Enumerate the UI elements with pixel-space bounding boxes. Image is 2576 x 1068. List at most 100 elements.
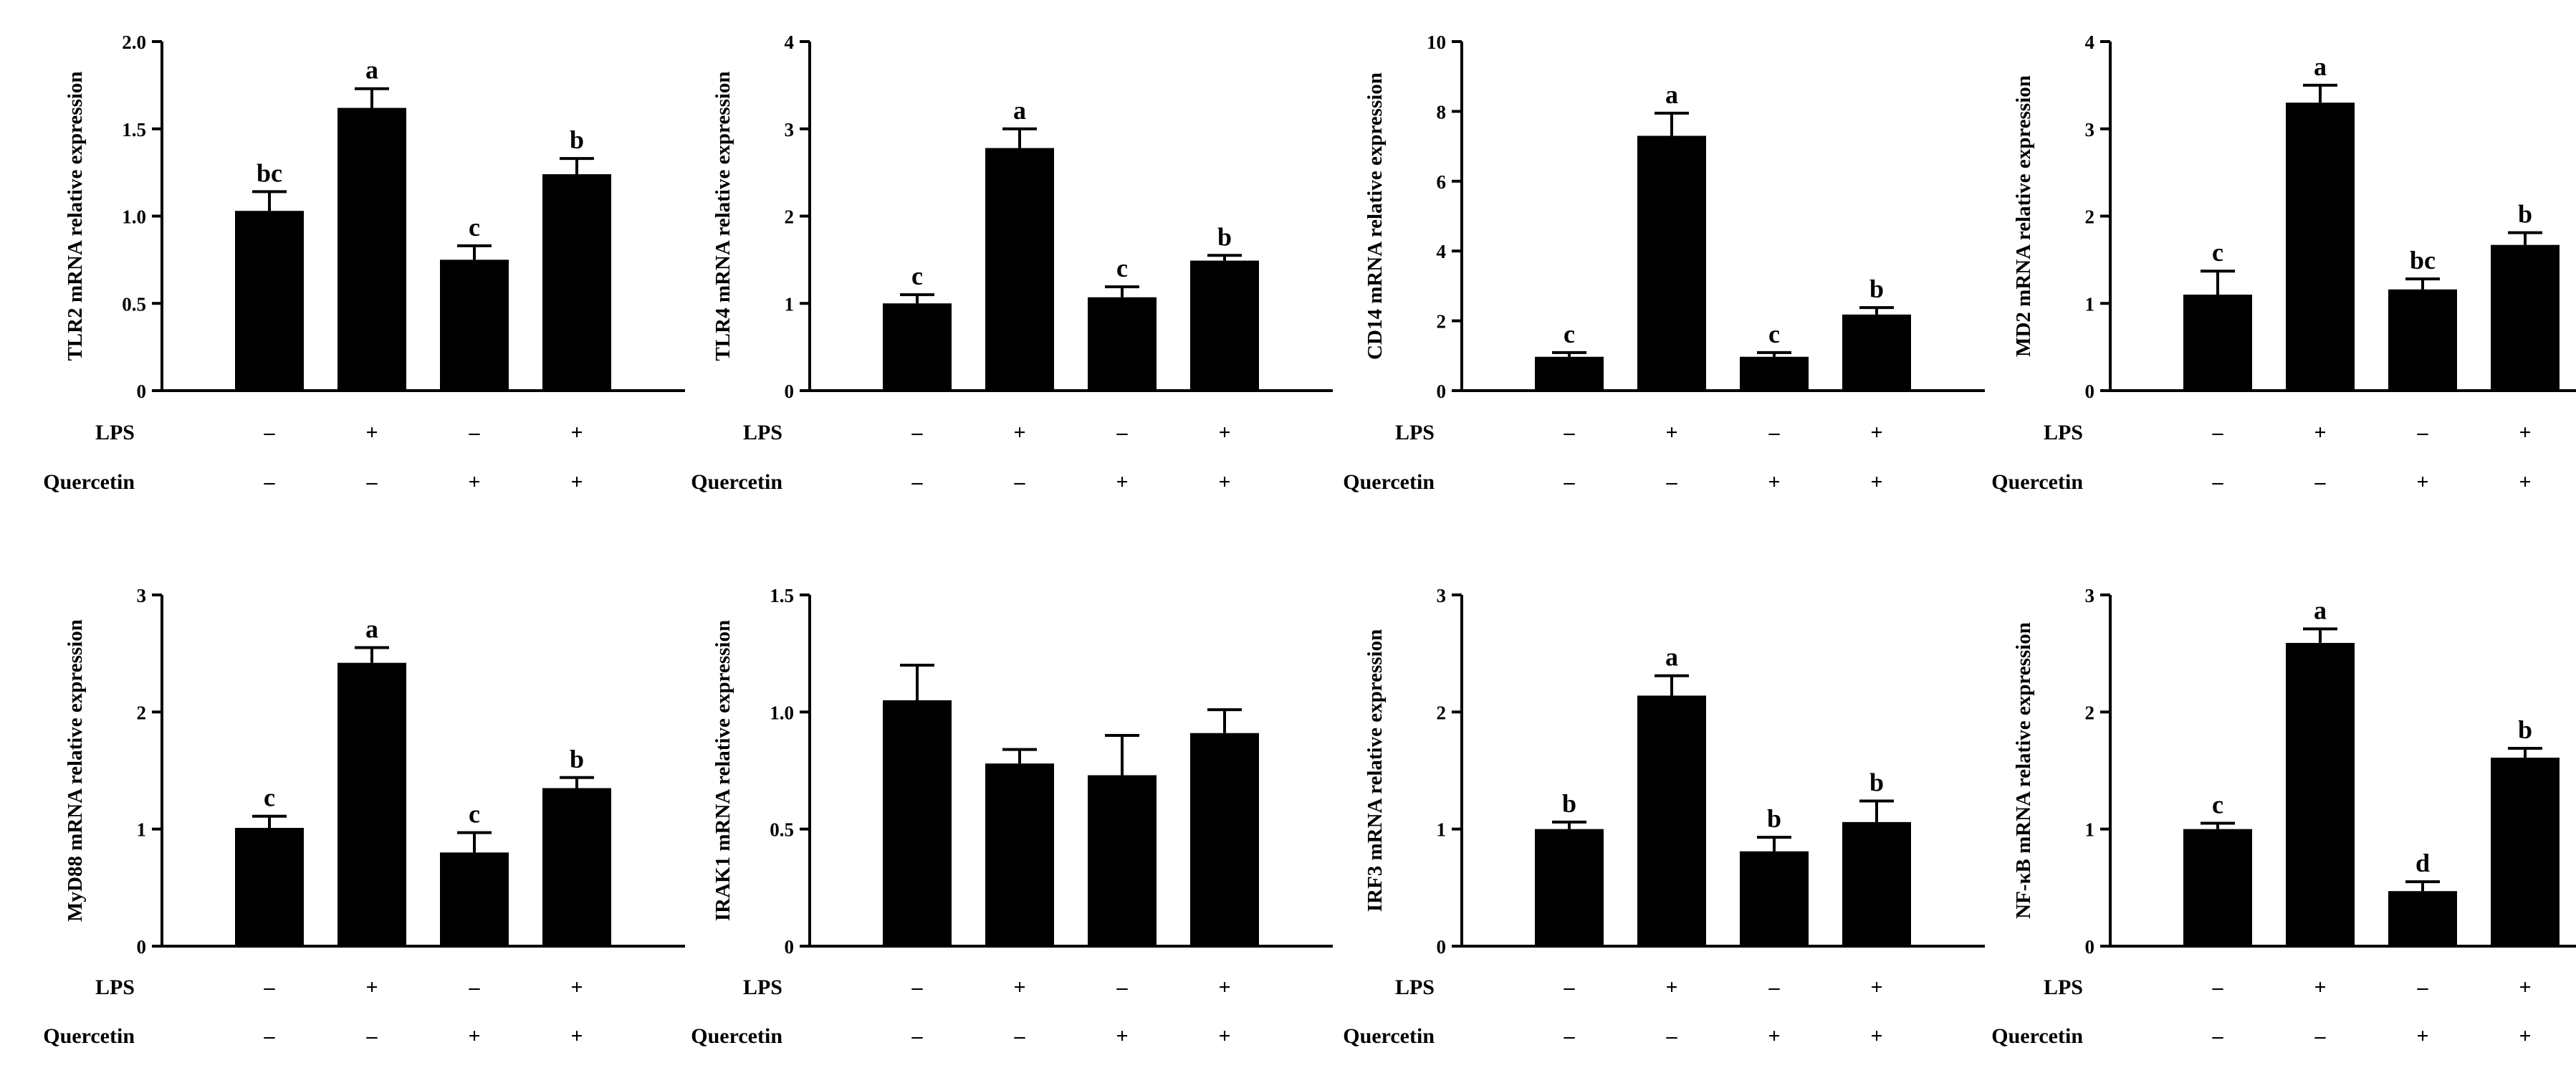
condition-sign: – [264,1024,276,1048]
y-tick-label: 1 [785,293,795,315]
panel-2: 0 1 2 3 4 TLR4 mRNA relative expression c a c b LP… [691,32,1333,494]
condition-label: LPS [95,976,135,999]
panel-6: 0 0.5 1.0 1.5 IRAK1 mRNA relative expression… [691,585,1333,1048]
y-tick-label: 1 [2085,819,2095,841]
bar [2183,829,2252,946]
y-tick-label: 2 [1437,311,1447,333]
condition-sign: + [1013,421,1025,444]
condition-label: LPS [743,976,782,999]
condition-sign: + [570,1024,583,1048]
significance-letter: b [2518,715,2532,744]
significance-letter: c [1116,254,1128,282]
bar [2388,289,2457,391]
condition-sign: – [911,470,924,494]
bar [883,303,952,391]
y-axis-label: IRAK1 mRNA relative expression [712,620,734,921]
y-tick-label: 1.5 [122,119,146,140]
y-axis-label: TLR2 mRNA relative expression [64,71,87,361]
condition-sign: – [366,470,378,494]
y-tick-label: 0 [1437,936,1447,958]
condition-sign: – [1564,1024,1576,1048]
y-tick-label: 2 [2085,702,2095,723]
condition-label: Quercetin [691,470,782,494]
y-tick-label: 1 [1437,819,1447,841]
condition-sign: + [2416,470,2428,494]
condition-label: Quercetin [43,1024,135,1048]
condition-label: LPS [2044,421,2083,444]
condition-sign: – [1014,470,1026,494]
bar [2183,295,2252,391]
y-axis-label: MyD88 mRNA relative expression [64,619,87,922]
condition-label: Quercetin [1991,1024,2083,1048]
condition-sign: + [2314,976,2326,999]
condition-sign: + [1870,470,1882,494]
bar [1637,135,1706,391]
significance-letter: b [1767,804,1781,833]
condition-sign: + [1768,1024,1780,1048]
bar [337,662,406,946]
bar [2491,244,2560,391]
condition-sign: + [468,470,480,494]
condition-sign: – [911,976,924,999]
significance-letter: a [1013,96,1026,125]
bar [985,763,1054,946]
condition-sign: + [1218,421,1230,444]
condition-sign: – [469,421,481,444]
y-axis-label: IRF3 mRNA relative expression [1364,629,1387,912]
condition-sign: + [468,1024,480,1048]
condition-label: Quercetin [1343,1024,1435,1048]
condition-sign: – [2417,976,2429,999]
significance-letter: a [365,615,378,644]
condition-sign: – [2212,976,2224,999]
y-tick-label: 4 [1437,241,1447,262]
significance-letter: a [2314,596,2327,624]
bar [1535,356,1604,391]
bar [1190,260,1259,391]
condition-sign: + [365,421,378,444]
y-axis-label: TLR4 mRNA relative expression [712,71,734,361]
y-axis-label: NF-κB mRNA relative expression [2012,622,2035,919]
y-tick-label: 3 [2085,119,2095,140]
condition-sign: – [1564,470,1576,494]
significance-letter: b [1217,222,1232,251]
significance-letter: bc [2410,246,2436,275]
significance-letter: d [2415,849,2430,877]
condition-sign: + [1665,421,1677,444]
bar [2286,102,2355,391]
condition-label: Quercetin [1343,470,1435,494]
significance-letter: b [1562,789,1576,818]
condition-sign: – [1564,976,1576,999]
condition-sign: – [2212,421,2224,444]
y-tick-label: 1 [2085,293,2095,315]
significance-letter: a [2314,52,2327,81]
condition-sign: + [1665,976,1677,999]
condition-sign: – [2417,421,2429,444]
significance-letter: c [469,800,480,829]
condition-sign: + [365,976,378,999]
bar [1190,733,1259,946]
condition-sign: – [264,470,276,494]
bar [1740,851,1809,946]
condition-sign: + [1870,1024,1882,1048]
bar [440,852,509,946]
y-tick-label: 1.0 [770,702,794,723]
condition-label: Quercetin [1991,470,2083,494]
bar [883,700,952,946]
condition-sign: + [2519,1024,2531,1048]
y-tick-label: 3 [2085,585,2095,606]
condition-sign: – [469,976,481,999]
y-tick-label: 0 [785,381,795,402]
significance-letter: a [365,56,378,85]
y-tick-label: 4 [2085,32,2095,53]
bar [337,108,406,391]
bar [2388,891,2457,946]
significance-letter: b [570,745,584,773]
bar [2286,642,2355,946]
bar [1088,775,1157,946]
condition-sign: + [2416,1024,2428,1048]
condition-label: LPS [1395,976,1435,999]
significance-letter: c [1768,320,1780,348]
panel-3: 0 2 4 6 8 10 CD14 mRNA relative expression c a c b… [1343,32,1985,494]
bar [1088,297,1157,391]
condition-sign: – [1564,421,1576,444]
